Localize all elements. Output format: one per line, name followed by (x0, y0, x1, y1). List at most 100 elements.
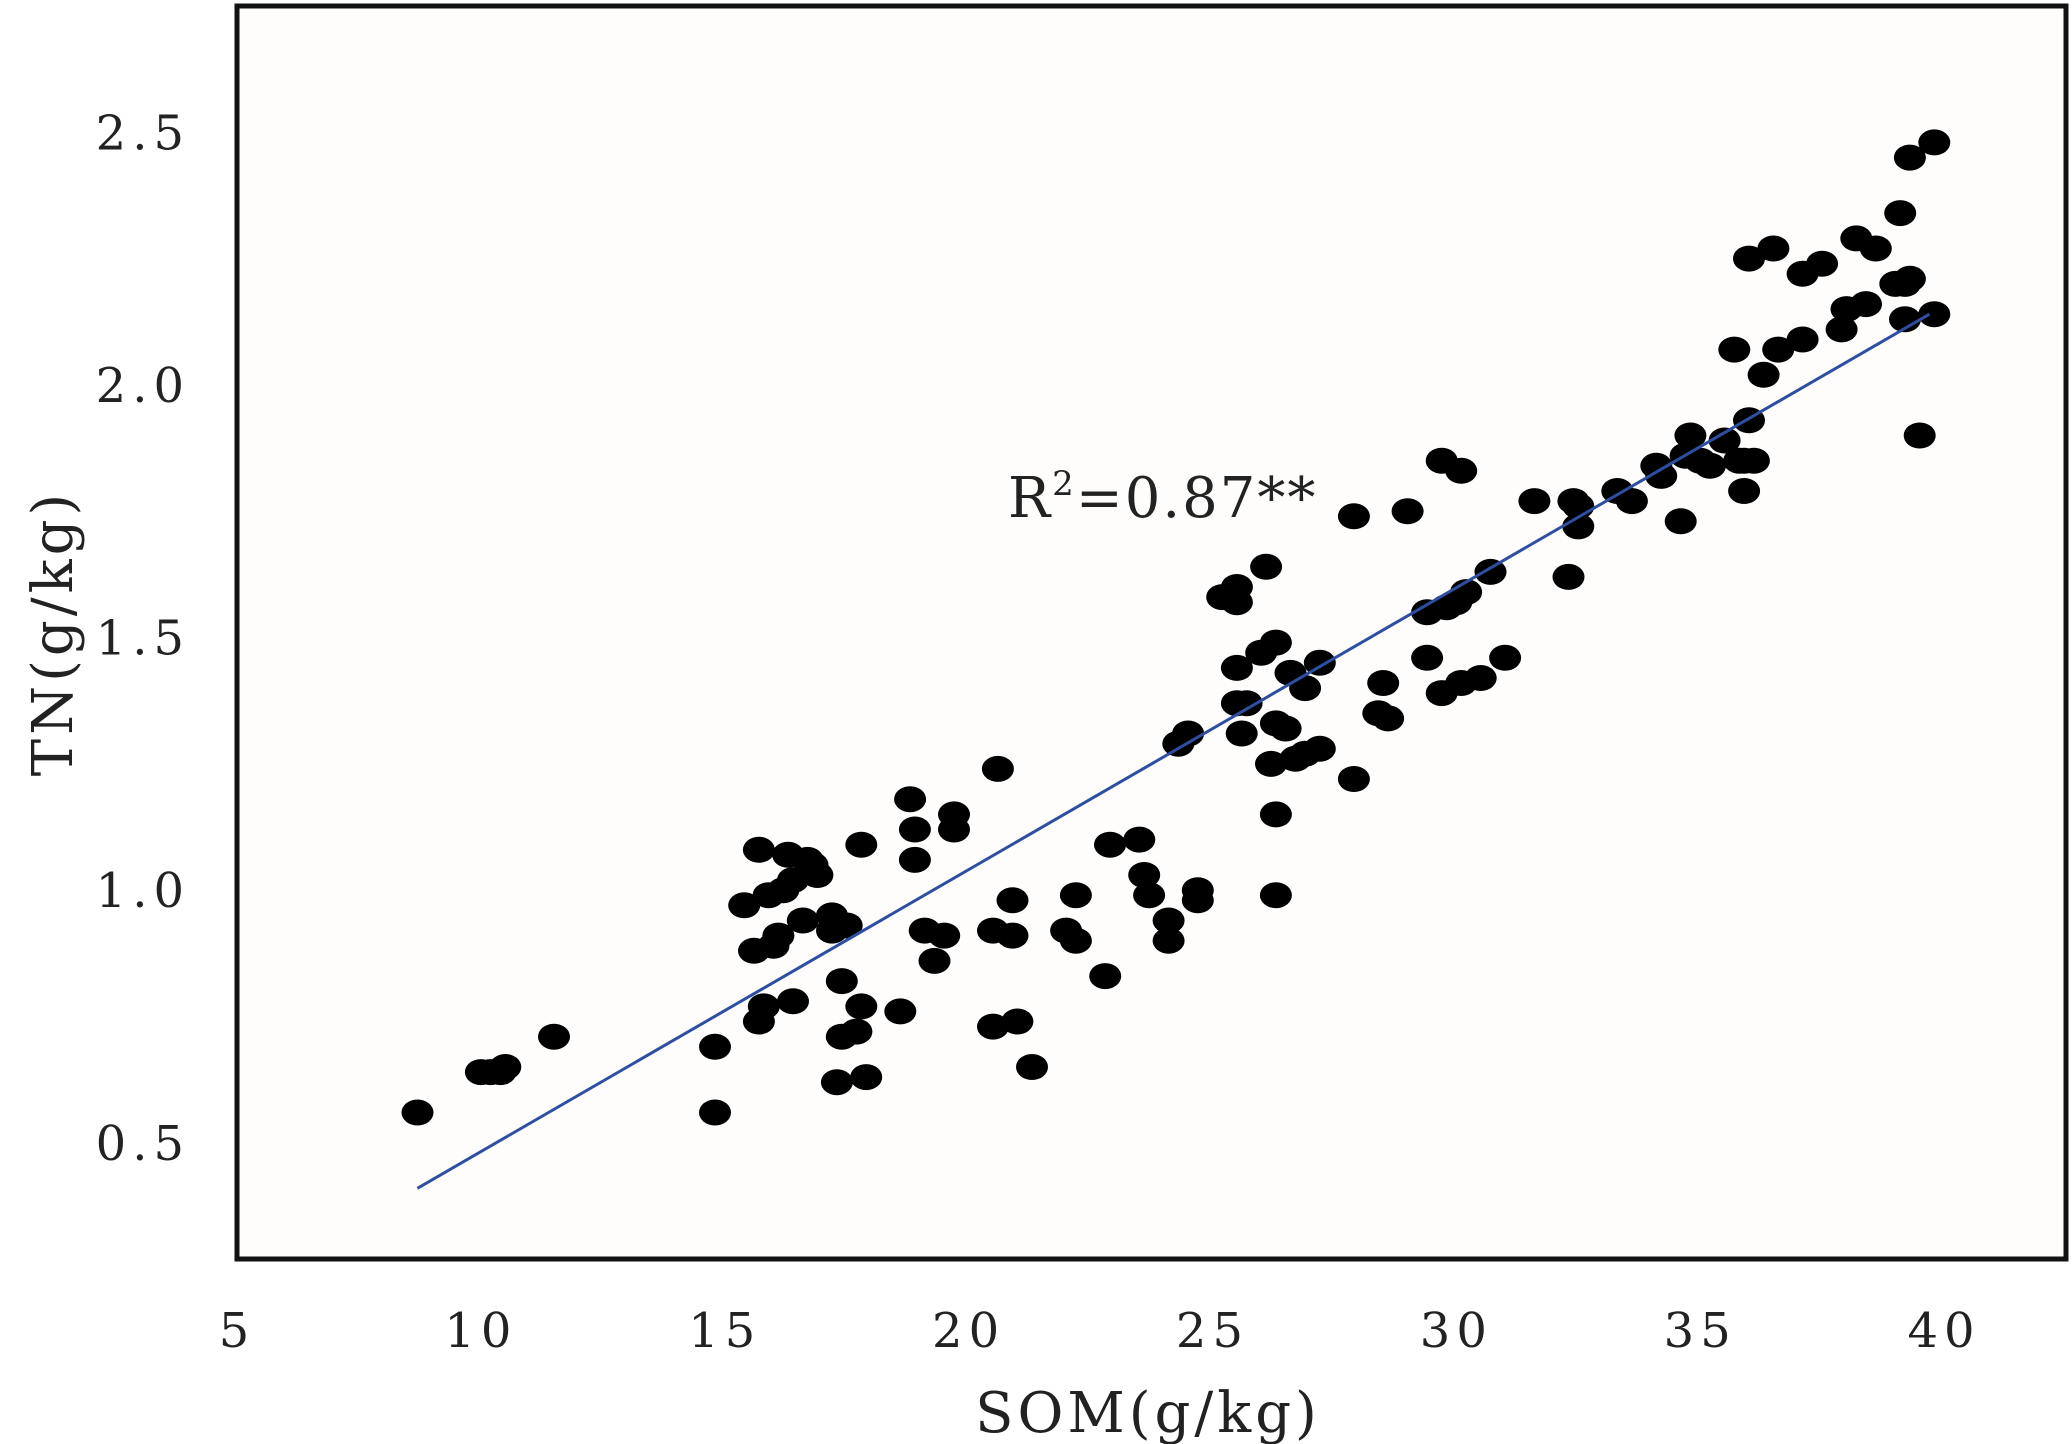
data-point (1152, 907, 1185, 934)
annotation-prefix: R (1008, 466, 1052, 531)
data-point (1259, 629, 1292, 656)
y-tick-label: 1.5 (96, 611, 190, 667)
annotation-superscript: 2 (1052, 464, 1076, 504)
points-layer (401, 129, 1951, 1126)
data-point (1001, 1008, 1034, 1035)
data-point (898, 816, 931, 843)
data-point (801, 862, 834, 888)
data-point (1893, 144, 1926, 171)
data-point (1757, 235, 1790, 262)
x-tick-label: 20 (932, 1303, 1005, 1359)
data-point (401, 1099, 434, 1126)
data-point (1445, 457, 1478, 484)
data-point (1562, 513, 1595, 540)
data-point (489, 1054, 522, 1080)
data-point (1372, 705, 1405, 732)
data-point (1016, 1054, 1048, 1080)
x-tick-label: 35 (1664, 1303, 1737, 1359)
data-point (820, 1069, 853, 1096)
data-point (1674, 422, 1707, 449)
data-point (884, 998, 917, 1025)
trend-line (416, 312, 1931, 1190)
x-tick-label: 30 (1420, 1303, 1493, 1359)
data-point (538, 1023, 570, 1050)
data-point (1918, 301, 1951, 328)
data-point (928, 922, 961, 949)
data-point (850, 1064, 883, 1091)
data-point (1825, 316, 1858, 343)
data-point (1123, 826, 1156, 853)
data-point (1708, 427, 1741, 454)
data-point (1806, 250, 1839, 277)
data-point (1289, 675, 1322, 702)
data-point (938, 801, 970, 828)
y-axis-title: TN(g/kg) (21, 490, 86, 777)
data-point (1859, 235, 1892, 262)
y-tick-label: 2.0 (96, 358, 190, 414)
data-point (1059, 927, 1092, 954)
data-point (1172, 720, 1205, 747)
y-tick-label: 1.0 (96, 863, 190, 919)
data-point (1337, 766, 1370, 792)
data-point (699, 1099, 731, 1126)
data-point (1250, 553, 1283, 580)
data-point (845, 831, 878, 858)
data-point (1094, 831, 1126, 858)
data-point (830, 912, 863, 939)
data-point (1733, 245, 1765, 272)
data-point (1474, 558, 1507, 585)
data-point (786, 907, 819, 934)
data-point (1664, 508, 1697, 535)
x-axis-ticks: 5 10 15 20 25 30 35 40 (219, 1303, 1981, 1359)
data-point (1615, 488, 1648, 515)
data-point (1737, 447, 1770, 474)
data-point (1269, 715, 1302, 742)
data-point (1259, 882, 1292, 909)
data-point (840, 1018, 873, 1045)
data-point (1645, 462, 1678, 489)
data-point (1220, 654, 1253, 681)
data-point (699, 1033, 731, 1060)
plot-frame (234, 3, 2069, 1262)
data-point (1303, 649, 1336, 676)
data-point (742, 836, 775, 863)
data-point (1133, 882, 1166, 909)
data-point (1884, 200, 1917, 227)
data-point (918, 947, 951, 974)
data-point (1747, 361, 1780, 388)
data-point (728, 892, 761, 919)
data-point (1152, 927, 1185, 954)
data-point (1786, 326, 1819, 353)
y-tick-label: 0.5 (96, 1116, 190, 1172)
data-point (1694, 452, 1726, 479)
data-point (1128, 862, 1161, 888)
data-point (898, 846, 931, 873)
data-point (1489, 644, 1522, 671)
data-point (1089, 963, 1122, 990)
data-point (762, 922, 795, 949)
data-point (1552, 563, 1585, 590)
data-point (977, 1013, 1009, 1040)
x-tick-label: 10 (444, 1303, 517, 1359)
data-point (1259, 801, 1292, 828)
data-point (1391, 498, 1424, 525)
data-point (1411, 644, 1444, 671)
x-axis-title: SOM(g/kg) (975, 1381, 1321, 1444)
plot-area (237, 6, 2066, 1259)
data-point (747, 993, 780, 1020)
annotation-suffix: =0.87** (1076, 466, 1318, 531)
data-point (1059, 882, 1092, 909)
data-point (894, 786, 927, 813)
data-point (1225, 720, 1258, 747)
data-point (1918, 129, 1951, 156)
data-point (996, 887, 1029, 914)
x-tick-label: 15 (688, 1303, 761, 1359)
data-point (1850, 291, 1882, 318)
data-point (1762, 336, 1795, 363)
data-point (825, 968, 858, 995)
x-tick-label: 25 (1176, 1303, 1249, 1359)
data-point (1518, 488, 1551, 515)
data-point (981, 755, 1014, 782)
x-tick-label: 40 (1908, 1303, 1981, 1359)
data-point (777, 988, 809, 1015)
